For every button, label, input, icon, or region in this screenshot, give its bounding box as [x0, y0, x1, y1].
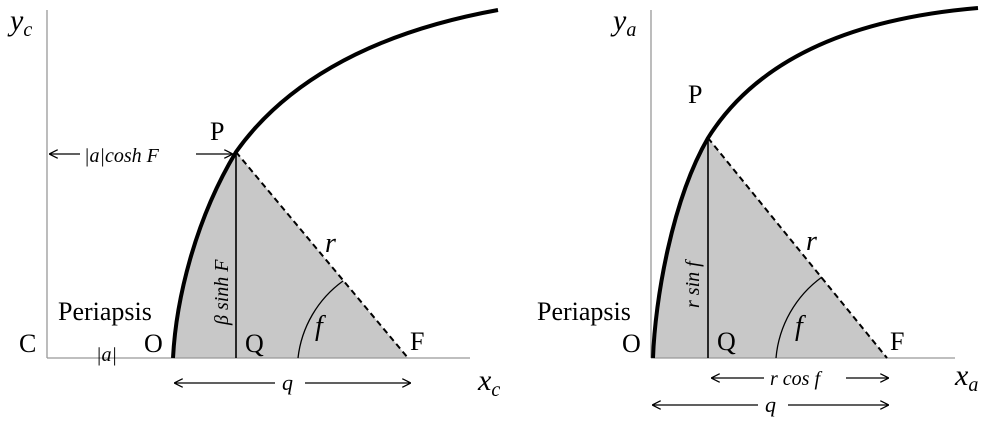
left-r-label: r	[325, 228, 336, 259]
right-rsinf-label: r sin f	[682, 259, 704, 308]
right-shaded-region	[653, 138, 887, 358]
right-rcosf-label-bg	[764, 366, 846, 390]
left-q-label-bg	[275, 372, 305, 394]
right-r-label: r	[806, 226, 817, 257]
right-diagram: ya xa Periapsis O P Q F r f r cos f q r …	[537, 4, 978, 417]
right-hyperbola-curve	[651, 6, 979, 359]
left-angle-arc	[297, 280, 344, 359]
right-point-o: O	[622, 329, 641, 358]
left-abs-a-label: |a|	[96, 344, 117, 366]
left-point-c: C	[19, 329, 36, 358]
left-q-label: q	[282, 370, 293, 395]
left-cosh-label: |a|cosh F	[84, 145, 160, 167]
left-f-label: f	[315, 311, 326, 342]
right-point-p: P	[688, 80, 702, 109]
left-diagram: yc xc C |a| O Periapsis P |a|cosh F Q F …	[7, 4, 500, 401]
right-q-label-bg	[758, 394, 788, 416]
right-periapsis-label: Periapsis	[537, 297, 631, 326]
right-point-f: F	[890, 327, 904, 356]
right-point-q: Q	[717, 327, 736, 356]
right-f-label: f	[795, 311, 806, 342]
right-rcosf-label: r cos f	[770, 368, 822, 390]
right-pf-dashed-line	[707, 137, 888, 359]
left-shaded-region	[173, 152, 408, 358]
left-periapsis-label: Periapsis	[58, 297, 152, 326]
left-x-axis-label: xc	[477, 364, 500, 401]
left-point-o: O	[144, 329, 163, 358]
left-hyperbola-curve	[171, 8, 499, 359]
left-point-q: Q	[245, 329, 264, 358]
right-angle-arc	[775, 276, 823, 359]
left-pf-dashed-line	[235, 151, 409, 359]
left-beta-sinh-label: β sinh F	[211, 259, 233, 326]
left-point-f: F	[410, 327, 424, 356]
left-point-p: P	[210, 117, 224, 146]
right-y-axis-label: ya	[610, 4, 636, 41]
left-y-axis-label: yc	[7, 4, 32, 41]
right-q-label: q	[765, 392, 776, 417]
left-cosh-label-bg	[80, 142, 196, 166]
right-x-axis-label: xa	[954, 359, 978, 396]
